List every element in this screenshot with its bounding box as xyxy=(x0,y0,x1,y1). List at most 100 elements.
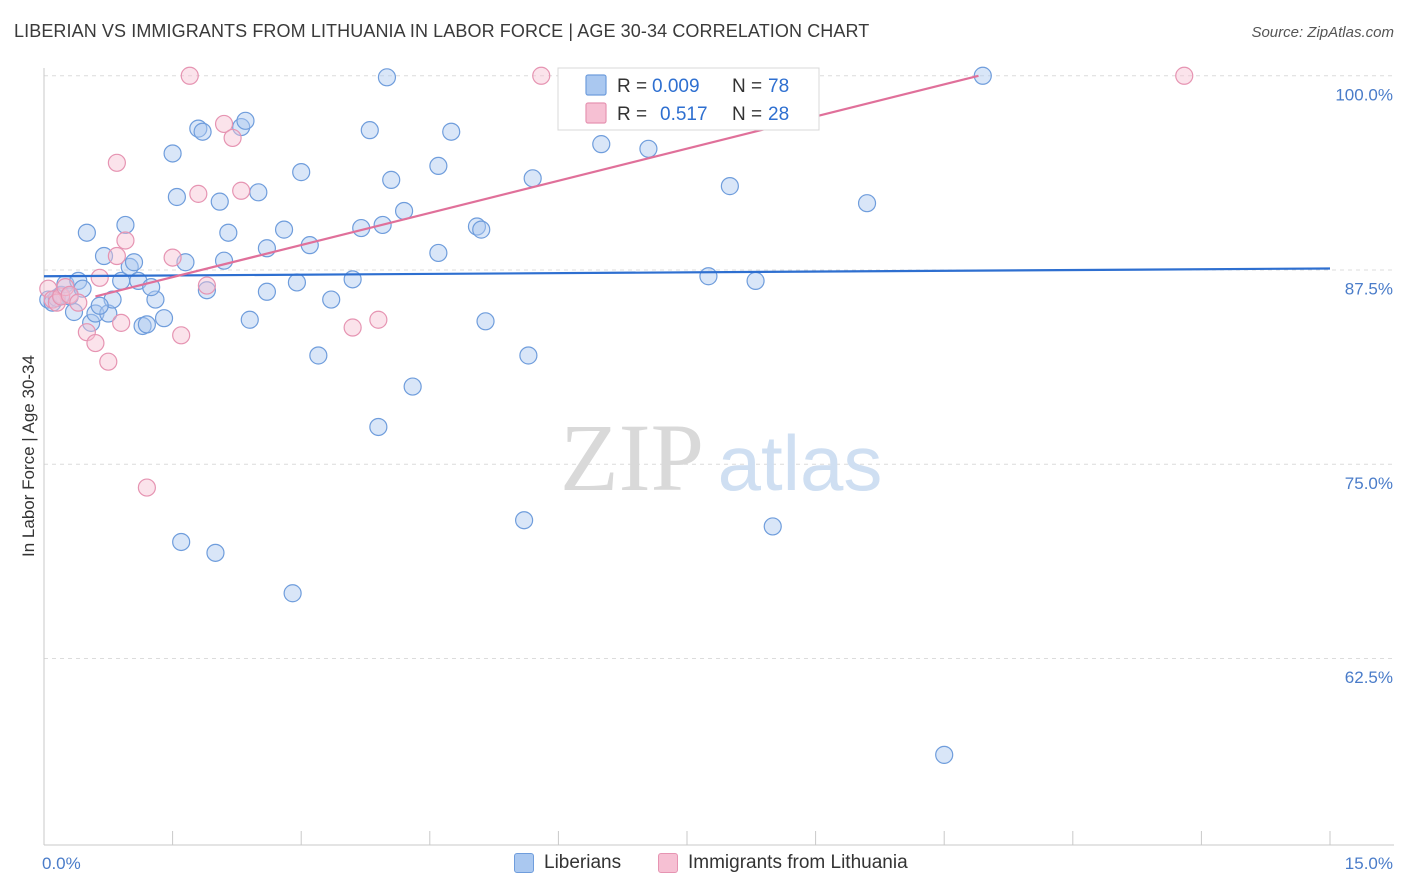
lithuania-point-27 xyxy=(112,313,131,332)
legend-label-liberians: Liberians xyxy=(544,852,622,873)
liberians-point-9 xyxy=(77,223,96,242)
chart-title: LIBERIAN VS IMMIGRANTS FROM LITHUANIA IN… xyxy=(14,21,870,41)
liberians-point-32 xyxy=(210,192,229,211)
lithuania-trend-line xyxy=(95,74,979,298)
legend-r-value-1: 0.009 xyxy=(652,76,700,97)
legend-swatch-liberians xyxy=(585,74,607,96)
legend-swatch-lithuania xyxy=(585,102,607,124)
legend-n-value-2: 28 xyxy=(768,104,789,125)
liberians-point-63 xyxy=(519,346,538,365)
trend-lines xyxy=(43,74,1331,298)
liberians-point-46 xyxy=(322,290,341,309)
legend-label-lithuania: Immigrants from Lithuania xyxy=(688,852,908,873)
y-tick-label-2: 75.0% xyxy=(1345,474,1393,493)
gridlines xyxy=(44,75,1394,660)
y-tick-label-3: 62.5% xyxy=(1345,668,1393,687)
liberians-point-71 xyxy=(763,517,782,536)
liberians-point-26 xyxy=(172,532,191,552)
lithuania-point-19 xyxy=(197,276,216,295)
liberians-point-10 xyxy=(82,313,101,332)
liberians-point-6 xyxy=(64,302,84,322)
liberians-point-29 xyxy=(193,122,212,141)
y-tick-labels: 100.0% 87.5% 75.0% 62.5% xyxy=(1335,85,1393,687)
lithuania-point-24 xyxy=(369,310,388,329)
liberians-point-33 xyxy=(219,223,238,242)
liberians-point-49 xyxy=(360,121,379,140)
liberians-point-60 xyxy=(472,220,491,239)
liberians-point-35 xyxy=(236,111,255,130)
legend-r-value-2: 0.517 xyxy=(660,104,708,125)
legend-n-label-2: N = xyxy=(732,104,762,125)
liberians-point-61 xyxy=(476,312,495,331)
axes xyxy=(43,68,1394,846)
series-lithuania-points xyxy=(39,66,1194,497)
liberians-point-30 xyxy=(197,281,216,300)
legend-swatch-lithuania-bottom xyxy=(658,853,678,873)
liberians-point-62 xyxy=(515,511,534,530)
legend-r-label-1: R = xyxy=(617,76,647,97)
lithuania-point-13 xyxy=(116,231,135,250)
liberians-point-66 xyxy=(639,139,658,158)
legend-n-value-1: 78 xyxy=(768,76,789,97)
liberians-point-36 xyxy=(240,310,259,329)
liberians-point-40 xyxy=(274,220,294,239)
lithuania-point-12 xyxy=(107,246,126,266)
liberians-point-56 xyxy=(429,243,448,263)
source-credit: Source: ZipAtlas.com xyxy=(1251,24,1394,41)
lithuania-point-8 xyxy=(86,333,105,353)
liberians-point-21 xyxy=(137,315,156,334)
lithuania-point-21 xyxy=(223,128,242,148)
liberians-point-52 xyxy=(377,68,397,87)
liberians-point-77 xyxy=(90,296,109,315)
liberians-point-25 xyxy=(167,187,186,207)
lithuania-point-17 xyxy=(180,66,199,85)
correlation-legend: R = 0.009 N = 78 R = 0.517 N = 28 xyxy=(557,67,820,131)
y-tick-label-0: 100.0% xyxy=(1335,85,1393,104)
liberians-point-64 xyxy=(523,169,542,188)
lithuania-point-6 xyxy=(69,293,88,312)
liberians-point-42 xyxy=(287,273,307,292)
liberians-point-23 xyxy=(154,309,174,328)
bottom-legend: Liberians Immigrants from Lithuania xyxy=(0,852,1406,878)
lithuania-point-20 xyxy=(214,114,234,134)
liberians-trend-line xyxy=(43,267,1331,278)
watermark-atlas: atlas xyxy=(718,419,883,507)
watermark: ZIP atlas xyxy=(560,404,882,511)
legend-item-lithuania: Immigrants from Lithuania xyxy=(658,852,908,874)
liberians-point-41 xyxy=(283,584,302,603)
watermark-zip: ZIP xyxy=(560,404,704,511)
liberians-point-37 xyxy=(249,183,268,202)
liberians-point-18 xyxy=(124,253,144,272)
x-tick-label-0: 0.0% xyxy=(42,854,81,873)
liberians-point-50 xyxy=(369,417,388,437)
liberians-point-45 xyxy=(309,346,328,365)
lithuania-point-16 xyxy=(172,326,191,345)
x-tick-labels: 0.0% 15.0% xyxy=(42,854,1393,873)
liberians-point-16 xyxy=(116,215,135,235)
lithuania-point-26 xyxy=(1175,66,1194,85)
lithuania-point-10 xyxy=(99,352,118,371)
lithuania-point-18 xyxy=(189,184,208,203)
liberians-point-12 xyxy=(94,246,114,266)
liberians-point-65 xyxy=(592,135,611,154)
liberians-point-38 xyxy=(257,282,277,301)
liberians-point-58 xyxy=(442,122,461,141)
liberians-point-24 xyxy=(163,144,182,163)
liberians-point-72 xyxy=(857,194,877,213)
liberians-point-68 xyxy=(699,267,718,286)
lithuania-point-23 xyxy=(343,318,362,337)
liberians-point-70 xyxy=(746,271,765,290)
legend-swatch-liberians-bottom xyxy=(514,853,534,873)
liberians-point-43 xyxy=(292,163,311,182)
legend-r-label-2: R = xyxy=(617,104,647,125)
lithuania-point-15 xyxy=(163,248,182,267)
lithuania-point-14 xyxy=(137,478,156,497)
liberians-point-55 xyxy=(403,377,422,396)
legend-item-liberians: Liberians xyxy=(514,852,621,874)
liberians-point-53 xyxy=(382,170,401,189)
y-axis-title: In Labor Force | Age 30-34 xyxy=(19,355,38,557)
lithuania-point-11 xyxy=(107,153,126,172)
liberians-point-31 xyxy=(206,543,225,562)
legend-n-label-1: N = xyxy=(732,76,762,97)
